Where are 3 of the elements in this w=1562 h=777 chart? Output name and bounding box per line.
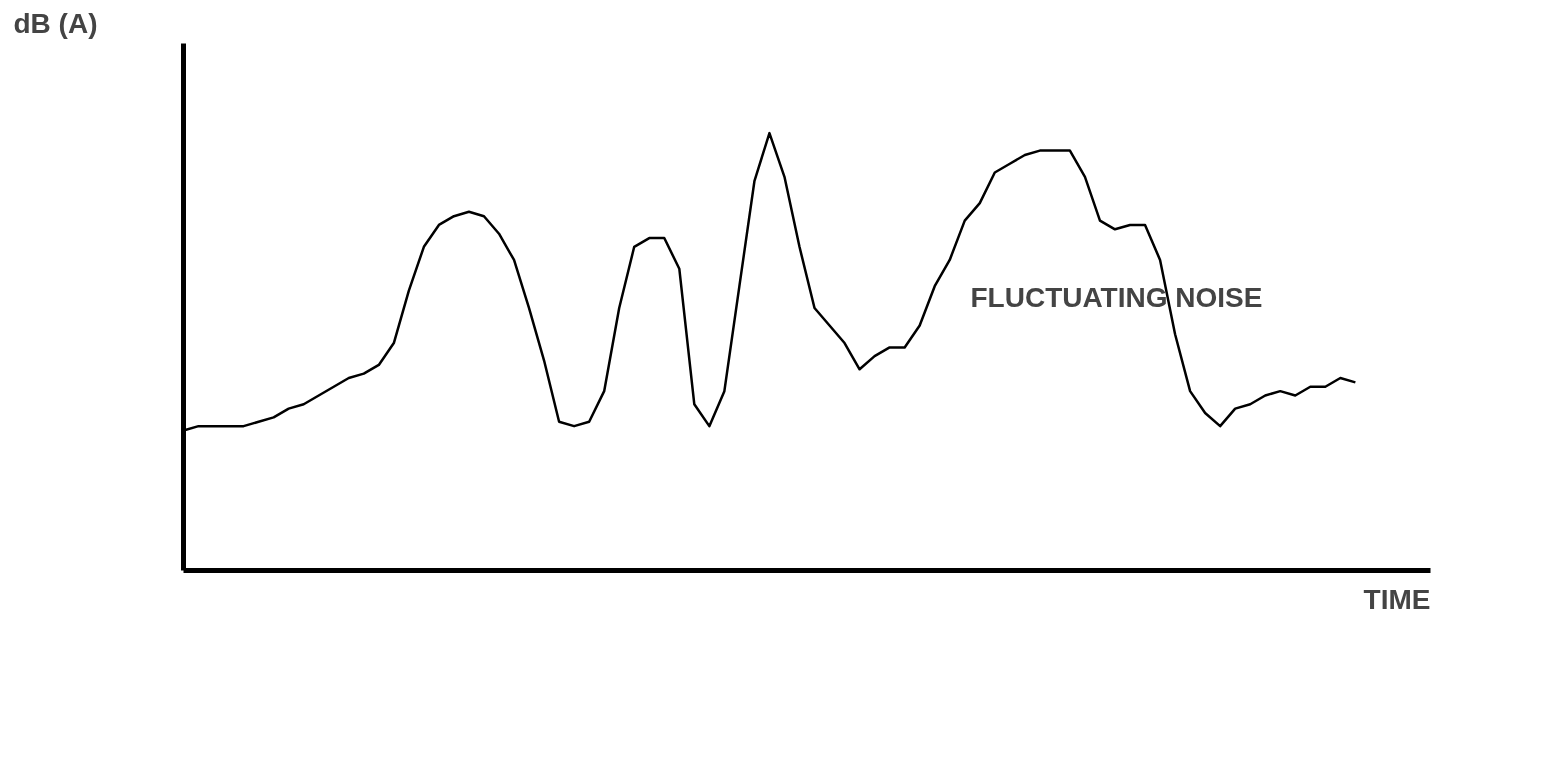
- x-axis-title: TIME: [1363, 583, 1431, 615]
- annotation: FLUCTUATING NOISE: [970, 281, 1263, 313]
- y-axis-title: dB (A): [13, 7, 98, 39]
